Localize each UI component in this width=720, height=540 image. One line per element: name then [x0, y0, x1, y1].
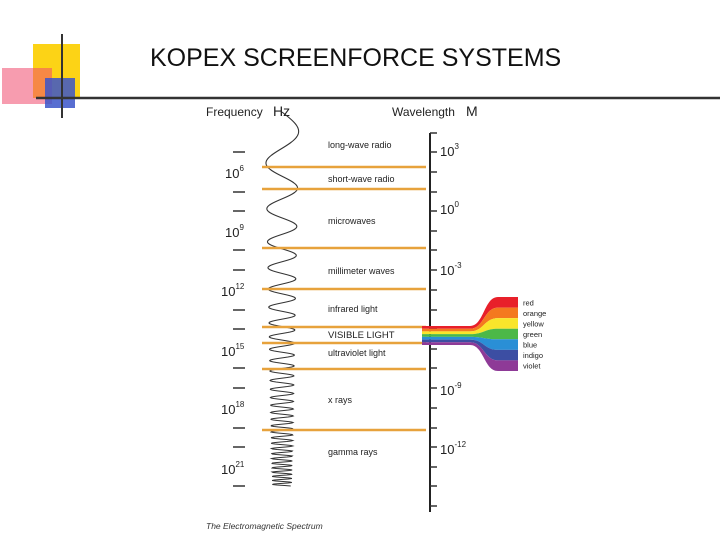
color-label-orange: orange	[523, 309, 546, 318]
band-dividers	[262, 165, 426, 432]
frequency-label-6: 1021	[221, 460, 245, 477]
frequency-label-3: 1012	[221, 282, 245, 299]
svg-text:10-9: 10-9	[440, 381, 462, 398]
visible-spectrum-fan	[422, 297, 518, 371]
svg-text:1021: 1021	[221, 460, 245, 477]
spectrum-band-blue	[422, 336, 518, 350]
wavelength-label-5: 10-12	[440, 440, 467, 457]
frequency-label-2: 109	[225, 223, 244, 240]
accent-blue-square	[45, 78, 75, 108]
wave-curve	[265, 111, 300, 487]
svg-text:1012: 1012	[221, 282, 245, 299]
frequency-label-5: 1018	[221, 400, 245, 417]
svg-text:10-12: 10-12	[440, 440, 467, 457]
frequency-axis-ticks	[233, 151, 245, 487]
color-label-red: red	[523, 298, 534, 307]
color-label-green: green	[523, 330, 542, 339]
slide-title: KOPEX SCREENFORCE SYSTEMS	[150, 44, 562, 72]
band-label-ultraviolet-light: ultraviolet light	[328, 348, 386, 358]
wavelength-label-3: 10-3	[440, 261, 462, 278]
band-label-infrared-light: infrared light	[328, 304, 378, 314]
spectrum-band-orange	[422, 307, 518, 332]
svg-text:1015: 1015	[221, 342, 245, 359]
wavelength-label-4: 10-9	[440, 381, 462, 398]
band-label-microwaves: microwaves	[328, 216, 376, 226]
frequency-header: Frequency	[206, 105, 263, 119]
band-label-gamma-rays: gamma rays	[328, 447, 378, 457]
spectrum-band-indigo	[422, 339, 518, 361]
svg-text:106: 106	[225, 164, 244, 181]
wavelength-unit: M	[466, 103, 478, 119]
svg-text:10-3: 10-3	[440, 261, 462, 278]
svg-text:103: 103	[440, 142, 459, 159]
band-label-millimeter-waves: millimeter waves	[328, 266, 395, 276]
color-label-indigo: indigo	[523, 351, 543, 360]
wavelength-axis-ticks	[430, 132, 437, 507]
color-label-yellow: yellow	[523, 319, 544, 328]
wavelength-header: Wavelength	[392, 105, 455, 119]
wavelength-label-2: 100	[440, 200, 459, 217]
wavelength-label-1: 103	[440, 142, 459, 159]
svg-text:1018: 1018	[221, 400, 245, 417]
spectrum-band-red	[422, 297, 518, 329]
spectrum-band-green	[422, 328, 518, 340]
band-label-long-wave-radio: long-wave radio	[328, 140, 392, 150]
diagram-caption: The Electromagnetic Spectrum	[206, 521, 323, 531]
svg-text:100: 100	[440, 200, 459, 217]
band-label-visible-light: VISIBLE LIGHT	[328, 330, 395, 341]
color-label-violet: violet	[523, 362, 541, 371]
spectrum-band-yellow	[422, 318, 518, 335]
spectrum-band-violet	[422, 342, 518, 371]
frequency-label-1: 106	[225, 164, 244, 181]
corner-accent	[2, 34, 720, 118]
band-label-x-rays: x rays	[328, 395, 353, 405]
svg-text:109: 109	[225, 223, 244, 240]
band-label-short-wave-radio: short-wave radio	[328, 174, 395, 184]
frequency-label-4: 1015	[221, 342, 245, 359]
color-label-blue: blue	[523, 341, 537, 350]
